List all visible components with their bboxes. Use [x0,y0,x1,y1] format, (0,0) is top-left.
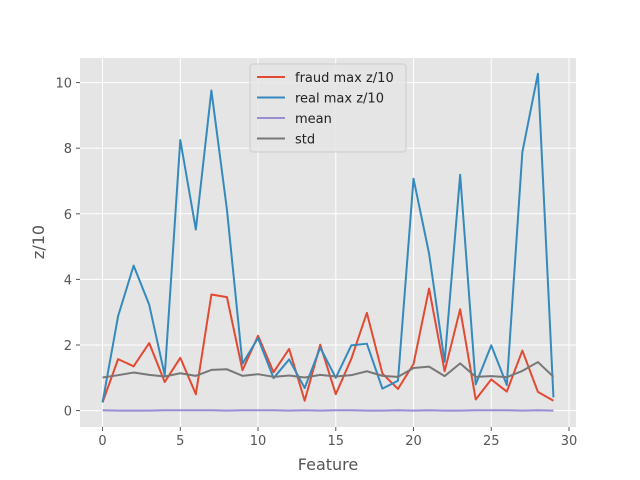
x-tick-label: 10 [250,434,267,449]
x-tick-label: 15 [328,434,345,449]
legend-label-fraud-max-z-10: fraud max z/10 [295,71,394,86]
y-tick-label: 10 [55,77,72,92]
x-tick-label: 25 [483,434,500,449]
series-line-real-max-z-10 [101,72,555,403]
series-line-fraud-max-z-10 [101,287,554,403]
legend-label-real-max-z-10: real max z/10 [295,92,384,107]
y-tick-label: 4 [64,273,72,288]
y-tick-label: 0 [64,405,72,420]
x-tick-label: 0 [98,434,106,449]
legend-label-mean: mean [295,112,332,127]
axis-ticks: 0 5 10 15 20 25 30 0 2 4 6 8 10 [55,77,577,449]
series-lines [101,72,555,412]
x-axis-label: Feature [298,455,358,474]
legend-box [249,63,407,153]
y-tick-label: 8 [64,142,72,157]
x-tick-label: 5 [176,434,184,449]
y-axis-label: z/10 [29,225,48,259]
series-line-std [102,361,555,379]
x-tick-label: 30 [561,434,578,449]
y-tick-label: 2 [64,339,72,354]
y-tick-label: 6 [64,208,72,223]
legend: fraud max z/10 real max z/10 mean std [249,63,407,153]
x-tick-label: 20 [405,434,422,449]
legend-label-std: std [295,133,315,148]
